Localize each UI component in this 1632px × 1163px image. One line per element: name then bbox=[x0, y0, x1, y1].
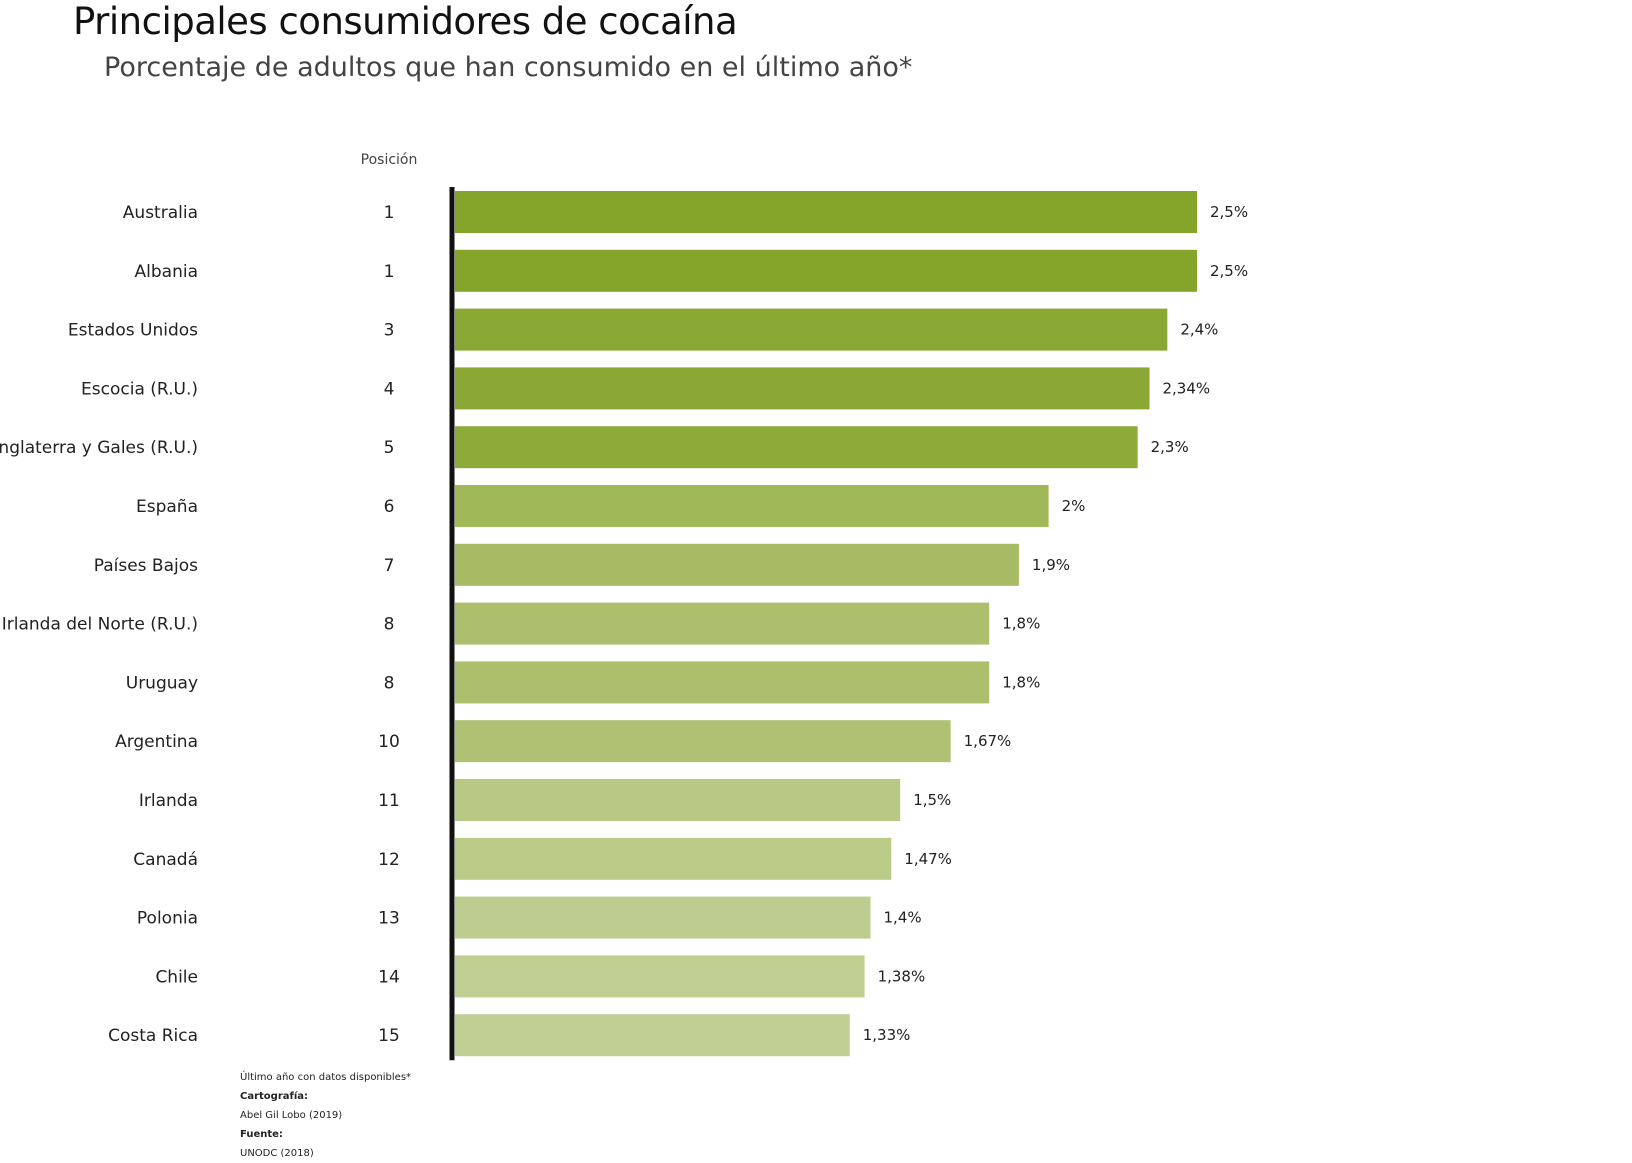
category-label: Uruguay bbox=[126, 673, 198, 693]
value-label: 2,3% bbox=[1151, 438, 1189, 456]
position-label: 8 bbox=[384, 615, 395, 635]
value-label: 1,8% bbox=[1002, 673, 1040, 691]
position-label: 5 bbox=[384, 438, 395, 458]
value-label: 2,4% bbox=[1180, 321, 1218, 339]
category-label: Países Bajos bbox=[94, 556, 198, 576]
bar-12 bbox=[455, 837, 892, 880]
category-label: Chile bbox=[155, 967, 198, 987]
position-label: 11 bbox=[378, 791, 400, 811]
category-label: Canadá bbox=[133, 850, 198, 870]
source-value: UNODC (2018) bbox=[240, 1148, 314, 1159]
source-label: Fuente: bbox=[240, 1129, 283, 1140]
bar-4 bbox=[455, 367, 1150, 410]
bar-9 bbox=[455, 661, 990, 704]
position-label: 7 bbox=[384, 556, 395, 576]
category-label: Estados Unidos bbox=[68, 321, 198, 341]
position-label: 1 bbox=[384, 203, 395, 223]
bar-7 bbox=[455, 543, 1019, 586]
bar-11 bbox=[455, 779, 901, 821]
position-label: 15 bbox=[378, 1026, 400, 1046]
category-label: Albania bbox=[135, 262, 198, 282]
category-label: Irlanda del Norte (R.U.) bbox=[2, 615, 198, 635]
category-label: Argentina bbox=[115, 732, 198, 752]
value-label: 1,38% bbox=[878, 967, 926, 985]
position-label: 4 bbox=[384, 379, 395, 399]
bar-3 bbox=[455, 308, 1168, 351]
value-label: 1,4% bbox=[884, 909, 922, 927]
position-label: 10 bbox=[378, 732, 400, 752]
value-label: 1,8% bbox=[1002, 615, 1040, 633]
category-label: España bbox=[136, 497, 198, 517]
category-label: Costa Rica bbox=[108, 1026, 198, 1046]
bar-chart: Posición Australia 1 2,5% Albania 1 2,5% Estado… bbox=[0, 152, 1248, 1061]
bar-2 bbox=[455, 249, 1197, 292]
category-label: Australia bbox=[123, 203, 198, 223]
position-label: 12 bbox=[378, 850, 400, 870]
position-label: 8 bbox=[384, 673, 395, 693]
position-label: 13 bbox=[378, 909, 400, 929]
value-label: 1,67% bbox=[964, 732, 1012, 750]
value-label: 1,33% bbox=[863, 1026, 911, 1044]
bar-6 bbox=[455, 485, 1049, 527]
page-title: Principales consumidores de cocaína bbox=[73, 0, 738, 43]
page-subtitle: Porcentaje de adultos que han consumido … bbox=[104, 52, 913, 83]
position-label: 14 bbox=[378, 967, 400, 987]
bar-1 bbox=[455, 191, 1197, 233]
category-label: Irlanda bbox=[139, 791, 198, 811]
value-label: 1,5% bbox=[913, 791, 951, 809]
bar-14 bbox=[455, 955, 865, 998]
footer-note: Último año con datos disponibles* bbox=[240, 1072, 412, 1083]
bar-13 bbox=[455, 896, 871, 939]
position-label: 3 bbox=[384, 321, 395, 341]
chart-footer: Último año con datos disponibles* Cartog… bbox=[240, 1068, 411, 1163]
bar-8 bbox=[455, 602, 990, 645]
bar-5 bbox=[455, 426, 1138, 469]
position-header: Posición bbox=[361, 152, 418, 168]
value-label: 1,9% bbox=[1032, 556, 1070, 574]
cartography-label: Cartografía: bbox=[240, 1091, 309, 1102]
position-label: 1 bbox=[384, 262, 395, 282]
cartography-value: Abel Gil Lobo (2019) bbox=[240, 1110, 343, 1121]
value-label: 2,34% bbox=[1163, 379, 1211, 397]
category-label: Escocia (R.U.) bbox=[81, 379, 198, 399]
value-label: 2,5% bbox=[1210, 262, 1248, 280]
value-label: 1,47% bbox=[904, 850, 952, 868]
position-label: 6 bbox=[384, 497, 395, 517]
category-label: Polonia bbox=[137, 909, 198, 929]
category-label: Inglaterra y Gales (R.U.) bbox=[0, 438, 198, 458]
bar-15 bbox=[455, 1014, 850, 1057]
value-label: 2,5% bbox=[1210, 203, 1248, 221]
bar-10 bbox=[455, 720, 951, 763]
value-label: 2% bbox=[1062, 497, 1086, 515]
